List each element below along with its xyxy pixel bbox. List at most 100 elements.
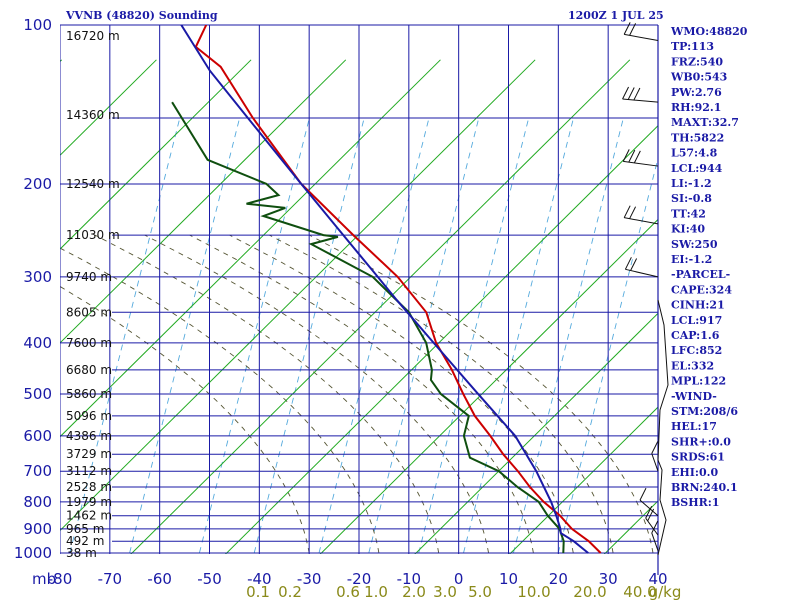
stat-line: CAP:1.6 [671, 329, 720, 342]
wind-barb-feather [633, 150, 641, 164]
temperature-tick-label: 20 [549, 570, 568, 588]
stat-line: -PARCEL- [671, 268, 730, 281]
stat-line: FRZ:540 [671, 55, 723, 68]
stat-line: SHR+:0.0 [671, 435, 731, 448]
wind-barb-feather [633, 87, 641, 101]
wind-barb [622, 149, 659, 167]
moist-adiabat [94, 234, 440, 554]
wind-barb-feather [623, 22, 631, 35]
pressure-label: 500 [23, 385, 52, 403]
height-label: 7600 m [66, 336, 112, 350]
stat-line: EI:-1.2 [671, 253, 712, 266]
dry-adiabat [319, 218, 658, 554]
wind-barb-feather [647, 508, 655, 522]
stat-line: BRN:240.1 [671, 481, 738, 494]
height-label: 14360 m [66, 108, 120, 122]
stat-line: WMO:48820 [670, 25, 748, 38]
pressure-label: 600 [23, 427, 52, 445]
stat-line: SW:250 [671, 238, 718, 251]
temperature-labels: -80 -70 -60 -50 -40 -30 -20 -10 0 10 20 30 40 [48, 570, 668, 588]
stat-line: SRDS:61 [671, 451, 725, 464]
height-label: 1979 m [66, 495, 112, 509]
chart-time: 1200Z 1 JUL 25 [568, 9, 664, 22]
temperature-tick-label: -30 [297, 570, 322, 588]
temperature-tick-label: 0 [454, 570, 464, 588]
wind-barb-feather [651, 520, 659, 534]
wind-barb-feather [622, 149, 630, 162]
mixing-ratio-line [418, 117, 530, 554]
pressure-label: 800 [23, 493, 52, 511]
isotherm-lines [60, 25, 658, 554]
dry-adiabat [130, 59, 631, 554]
height-labels: 16720 m 14360 m 12540 m 11030 m 9740 m 8605 m… [66, 29, 120, 560]
stat-line: MPL:122 [671, 375, 726, 388]
mixing-ratio-label: 1.0 [364, 583, 388, 600]
stat-line: WB0:543 [670, 71, 727, 84]
wind-barb [624, 257, 659, 278]
stat-line: RH:92.1 [671, 101, 721, 114]
height-label: 11030 m [66, 228, 120, 242]
dry-adiabat [225, 124, 658, 554]
height-label: 965 m [66, 522, 104, 536]
dry-adiabat [60, 59, 157, 157]
wind-barb-staff [651, 532, 659, 551]
wind-barb [623, 22, 659, 42]
wind-barb-feather [629, 23, 637, 36]
stat-line: TH:5822 [671, 131, 724, 144]
stat-line: TT:42 [671, 207, 706, 220]
sounding-profiles [171, 25, 602, 554]
wind-barb [623, 205, 659, 225]
wind-barb-feather [639, 487, 647, 501]
pressure-label: 400 [23, 334, 52, 352]
stat-line: BSHR:1 [671, 496, 720, 509]
stat-line: EL:332 [671, 359, 714, 372]
moist-adiabat [60, 247, 380, 554]
pressure-label: 200 [23, 175, 52, 193]
stat-line: KI:40 [671, 223, 705, 236]
moist-adiabat [269, 234, 614, 554]
stats-panel: WMO:48820 TP:113 FRZ:540 WB0:543 PW:2.76 RH:9… [670, 25, 748, 509]
temperature-tick-label: -60 [147, 570, 172, 588]
height-label: 9740 m [66, 270, 112, 284]
height-label: 16720 m [66, 29, 120, 43]
dry-adiabat [414, 312, 658, 554]
mixing-ratio-line [198, 117, 310, 554]
parcel-line [180, 25, 589, 554]
mixing-ratio-line [512, 117, 624, 554]
wind-barb-staff [645, 517, 659, 536]
wind-barb [651, 520, 659, 551]
temperature-tick-label: -10 [397, 570, 422, 588]
mixing-ratio-line [463, 117, 574, 554]
moist-adiabat [60, 285, 310, 554]
height-label: 8605 m [66, 305, 112, 319]
pressure-label: 100 [23, 16, 52, 34]
y-unit-label: mb [32, 570, 56, 588]
mixing-ratio-labels: 0.1 0.2 0.6 1.0 2.0 3.0 5.0 10.0 20.0 40.0g/kg [246, 583, 681, 600]
mixing-ratio-line [129, 117, 241, 554]
temperature-tick-label: 10 [499, 570, 518, 588]
mixing-ratio-label: 10.0 [517, 583, 550, 600]
mixing-ratio-label: 0.2 [278, 583, 302, 600]
wind-barb-feather [645, 505, 653, 519]
mixing-ratio-label: 0.1 [246, 583, 270, 600]
height-label: 1462 m [66, 509, 112, 523]
stat-line: TP:113 [671, 40, 714, 53]
mixing-ratio-label: 2.0 [402, 583, 426, 600]
wind-barb-staff [639, 499, 659, 517]
dry-adiabat [60, 59, 252, 250]
wind-barb-feather [623, 205, 631, 218]
wind-barb-feather [622, 86, 629, 100]
chart-title: VVNB (48820) Sounding [65, 9, 218, 22]
wind-barb [622, 86, 659, 103]
isobar-lines [60, 24, 658, 554]
dew-point-line [171, 101, 565, 554]
temperature-tick-label: 30 [599, 570, 618, 588]
mixing-ratio-line [318, 117, 430, 554]
temperature-tick-label: -80 [48, 570, 73, 588]
dry-adiabat [60, 59, 536, 532]
temperature-tick-label: -40 [247, 570, 272, 588]
temperature-tick-label: -70 [98, 570, 123, 588]
mixing-ratio-line [368, 117, 480, 554]
height-label: 12540 m [66, 177, 120, 191]
